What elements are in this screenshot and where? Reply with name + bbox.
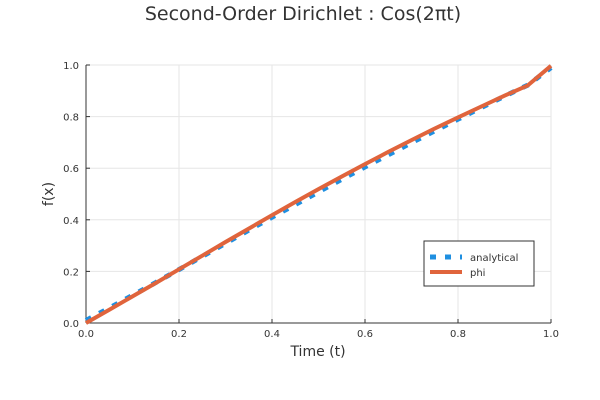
legend: analytical phi bbox=[423, 240, 535, 287]
series-layer bbox=[84, 64, 553, 325]
grid bbox=[86, 64, 552, 323]
y-axis-label: f(x) bbox=[41, 182, 57, 206]
legend-label-phi: phi bbox=[470, 268, 485, 279]
x-tick-label: 0.4 bbox=[264, 329, 280, 340]
y-tick-label: 0.0 bbox=[63, 319, 79, 330]
x-tick-label: 0.8 bbox=[450, 329, 466, 340]
x-tick-label: 0.6 bbox=[357, 329, 373, 340]
y-tick-label: 1.0 bbox=[63, 61, 79, 72]
series-line-phi bbox=[85, 64, 553, 325]
axes bbox=[85, 65, 551, 324]
x-tick-label: 1.0 bbox=[543, 329, 559, 340]
y-tick-label: 0.6 bbox=[63, 164, 79, 175]
x-tick-label: 0.2 bbox=[171, 329, 187, 340]
y-tick-label: 0.8 bbox=[63, 113, 79, 124]
y-tick-label: 0.2 bbox=[63, 267, 79, 278]
y-tick-label: 0.4 bbox=[63, 216, 79, 227]
legend-label-analytical: analytical bbox=[470, 253, 518, 264]
x-tick-label: 0.0 bbox=[78, 329, 94, 340]
legend-box bbox=[423, 240, 535, 287]
chart-title: Second-Order Dirichlet : Cos(2πt) bbox=[145, 3, 461, 25]
x-axis-label: Time (t) bbox=[289, 344, 345, 360]
